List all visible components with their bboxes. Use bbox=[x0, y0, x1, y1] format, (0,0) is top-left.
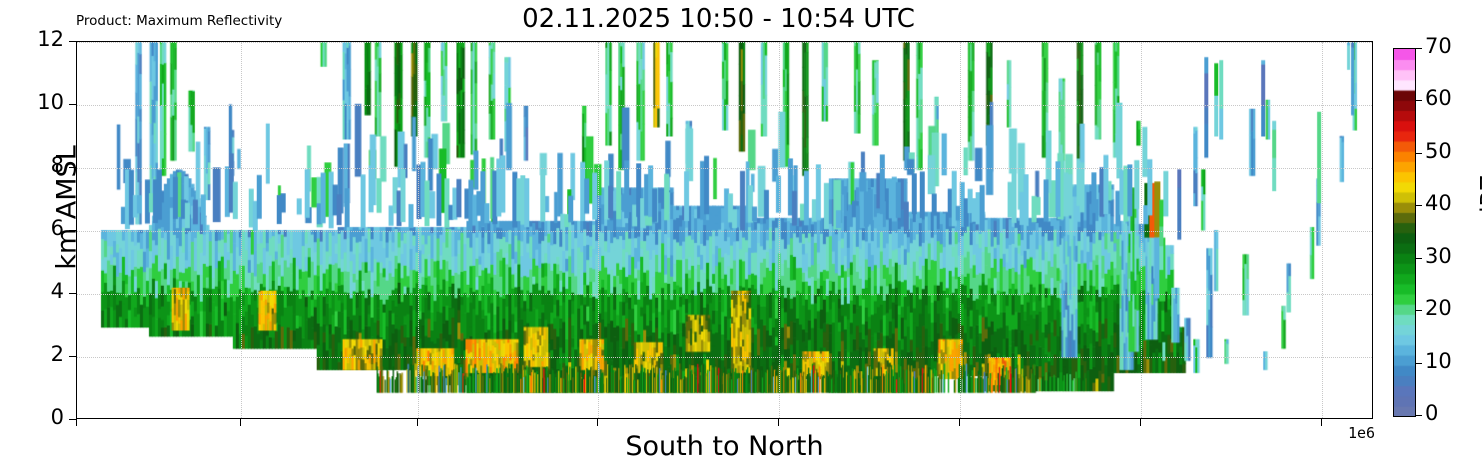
x-axis-tick-mark bbox=[76, 419, 77, 426]
y-axis-tick-label: 6 bbox=[50, 216, 64, 240]
colorbar-tick-mark bbox=[1416, 415, 1422, 416]
x-axis-tick-mark bbox=[240, 419, 241, 426]
colorbar-tick-label: 10 bbox=[1425, 349, 1452, 373]
y-axis-tick-mark bbox=[69, 293, 76, 294]
colorbar-tick-label: 0 bbox=[1425, 401, 1439, 425]
colorbar-tick-label: 60 bbox=[1425, 86, 1452, 110]
y-axis-tick-label: 8 bbox=[50, 153, 64, 177]
y-axis-tick-label: 4 bbox=[50, 279, 64, 303]
colorbar-tick-mark bbox=[1416, 258, 1422, 259]
plot-area bbox=[76, 41, 1373, 419]
colorbar-tick-mark bbox=[1416, 310, 1422, 311]
colorbar-tick-label: 70 bbox=[1425, 34, 1452, 58]
colorbar-tick-mark bbox=[1416, 153, 1422, 154]
page-title: 02.11.2025 10:50 - 10:54 UTC bbox=[522, 4, 915, 34]
x-axis-tick-mark bbox=[597, 419, 598, 426]
x-axis-tick-mark bbox=[1321, 419, 1322, 426]
colorbar-tick-mark bbox=[1416, 205, 1422, 206]
colorbar-tick-label: 20 bbox=[1425, 296, 1452, 320]
product-label: Product: Maximum Reflectivity bbox=[76, 13, 283, 29]
colorbar-tick-label: 50 bbox=[1425, 139, 1452, 163]
y-axis-tick-mark bbox=[69, 356, 76, 357]
colorbar-tick-mark bbox=[1416, 48, 1422, 49]
y-axis-tick-mark bbox=[69, 41, 76, 42]
x-axis-tick-mark bbox=[1140, 419, 1141, 426]
y-axis-label: km AMSL bbox=[51, 145, 83, 270]
colorbar-tick-label: 40 bbox=[1425, 191, 1452, 215]
x-axis-tick-mark bbox=[778, 419, 779, 426]
colorbar-tick-mark bbox=[1416, 363, 1422, 364]
y-axis-tick-label: 10 bbox=[37, 90, 64, 114]
y-axis-tick-mark bbox=[69, 230, 76, 231]
x-axis-tick-mark bbox=[959, 419, 960, 426]
colorbar-gradient bbox=[1394, 49, 1415, 416]
colorbar-tick-label: 30 bbox=[1425, 244, 1452, 268]
colorbar bbox=[1393, 48, 1416, 417]
x-axis-tick-mark bbox=[417, 419, 418, 426]
y-axis-tick-label: 12 bbox=[37, 27, 64, 51]
y-axis-tick-label: 2 bbox=[50, 342, 64, 366]
reflectivity-heatmap-canvas bbox=[77, 42, 1372, 418]
y-axis-tick-mark bbox=[69, 167, 76, 168]
x-axis-offset-text: 1e6 bbox=[1348, 424, 1376, 442]
y-axis-tick-label: 0 bbox=[50, 405, 64, 429]
colorbar-label: dBZ bbox=[1477, 174, 1482, 222]
y-axis-tick-mark bbox=[69, 104, 76, 105]
x-axis-label: South to North bbox=[625, 431, 824, 462]
y-axis-tick-mark bbox=[69, 419, 76, 420]
colorbar-tick-mark bbox=[1416, 100, 1422, 101]
